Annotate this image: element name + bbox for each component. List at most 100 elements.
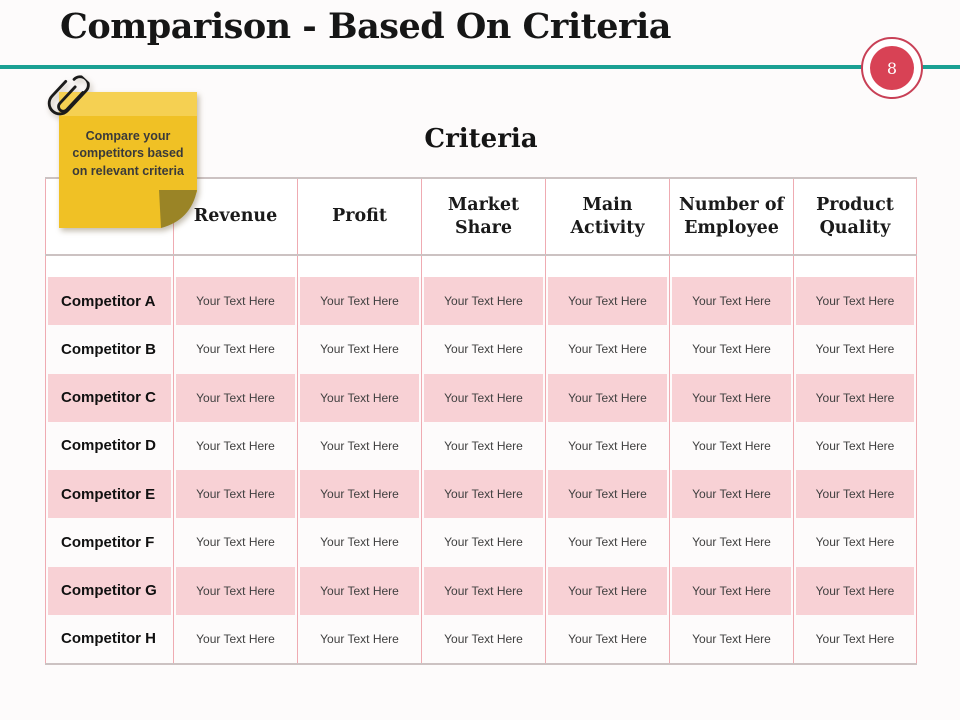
table-cell: Your Text Here (421, 518, 545, 567)
cell-text: Your Text Here (568, 342, 647, 357)
table-cell: Your Text Here (793, 518, 917, 567)
cell-text: Your Text Here (424, 277, 543, 326)
cell-text: Your Text Here (692, 438, 771, 453)
table-cell: Your Text Here (669, 277, 793, 326)
table-cell: Your Text Here (297, 470, 421, 519)
table-cell: Your Text Here (545, 614, 669, 663)
slide-number-badge: 8 (861, 37, 923, 99)
table-cell: Your Text Here (173, 518, 297, 567)
table-cell: Your Text Here (297, 566, 421, 615)
row-label: Competitor A (48, 277, 171, 326)
cell-text: Your Text Here (796, 470, 914, 519)
cell-text: Your Text Here (176, 277, 295, 326)
table-row: Competitor A Your Text Here Your Text Here… (45, 277, 917, 326)
table-cell: Your Text Here (421, 421, 545, 470)
cell-text: Your Text Here (568, 631, 647, 646)
cell-text: Your Text Here (300, 470, 419, 519)
table-cell: Your Text Here (669, 566, 793, 615)
cell-text: Your Text Here (796, 566, 914, 615)
row-label: Competitor E (48, 470, 171, 519)
table-cell: Your Text Here (793, 470, 917, 519)
table-cell: Your Text Here (297, 373, 421, 422)
table-row: Competitor E Your Text Here Your Text Here… (45, 470, 917, 519)
cell-text: Your Text Here (320, 342, 399, 357)
row-label: Competitor G (48, 566, 171, 615)
table-row: Competitor H Your Text Here Your Text Here… (45, 614, 917, 663)
table-row: Competitor G Your Text Here Your Text Here… (45, 566, 917, 615)
table-cell: Your Text Here (297, 421, 421, 470)
spacer-cell (421, 256, 545, 277)
spacer-cell (297, 256, 421, 277)
row-label-cell: Competitor B (45, 325, 173, 374)
table-row: Competitor C Your Text Here Your Text Here… (45, 373, 917, 422)
table-cell: Your Text Here (793, 421, 917, 470)
table-heading: Criteria (424, 124, 538, 154)
cell-text: Your Text Here (548, 566, 667, 615)
table-cell: Your Text Here (173, 421, 297, 470)
sticky-note-text: Compare your competitors based on releva… (72, 129, 184, 178)
cell-text: Your Text Here (815, 535, 895, 550)
table-cell: Your Text Here (297, 325, 421, 374)
cell-text: Your Text Here (320, 438, 399, 453)
table-body: Competitor A Your Text Here Your Text Here… (45, 277, 917, 665)
table-cell: Your Text Here (421, 470, 545, 519)
cell-text: Your Text Here (320, 631, 399, 646)
cell-text: Your Text Here (815, 631, 895, 646)
folded-corner (159, 190, 197, 228)
table-cell: Your Text Here (545, 470, 669, 519)
cell-text: Your Text Here (300, 373, 419, 422)
table-cell: Your Text Here (793, 373, 917, 422)
table-cell: Your Text Here (421, 373, 545, 422)
cell-text: Your Text Here (176, 470, 295, 519)
cell-text: Your Text Here (444, 342, 523, 357)
spacer-cell (45, 256, 173, 277)
table-cell: Your Text Here (173, 566, 297, 615)
cell-text: Your Text Here (672, 277, 791, 326)
cell-text: Your Text Here (692, 631, 771, 646)
cell-text: Your Text Here (692, 342, 771, 357)
cell-text: Your Text Here (444, 535, 523, 550)
table-cell: Your Text Here (173, 614, 297, 663)
table-cell: Your Text Here (297, 614, 421, 663)
cell-text: Your Text Here (424, 566, 543, 615)
paperclip-icon (47, 75, 90, 116)
table-cell: Your Text Here (173, 277, 297, 326)
cell-text: Your Text Here (424, 470, 543, 519)
column-header: Number of Employee (669, 179, 793, 254)
table-cell: Your Text Here (545, 566, 669, 615)
row-label-cell: Competitor H (45, 614, 173, 663)
table-cell: Your Text Here (297, 277, 421, 326)
cell-text: Your Text Here (176, 566, 295, 615)
table-cell: Your Text Here (545, 518, 669, 567)
cell-text: Your Text Here (672, 566, 791, 615)
table-cell: Your Text Here (421, 566, 545, 615)
column-header: Main Activity (545, 179, 669, 254)
comparison-table: Revenue Profit Market Share Main Activity Nu… (45, 177, 917, 665)
sticky-note: Compare your competitors based on releva… (47, 75, 197, 228)
row-label-cell: Competitor A (45, 277, 173, 326)
header-row: Revenue Profit Market Share Main Activity Nu… (45, 177, 917, 256)
row-label-cell: Competitor E (45, 470, 173, 519)
table-cell: Your Text Here (793, 277, 917, 326)
cell-text: Your Text Here (300, 566, 419, 615)
cell-text: Your Text Here (815, 342, 895, 357)
table-cell: Your Text Here (421, 325, 545, 374)
row-label-cell: Competitor F (45, 518, 173, 567)
spacer-cell (173, 256, 297, 277)
table-cell: Your Text Here (669, 614, 793, 663)
accent-divider (0, 65, 960, 69)
cell-text: Your Text Here (176, 373, 295, 422)
sticky-note-body: Compare your competitors based on releva… (59, 92, 197, 228)
table-cell: Your Text Here (669, 373, 793, 422)
cell-text: Your Text Here (320, 535, 399, 550)
row-label-cell: Competitor G (45, 566, 173, 615)
table-row: Competitor D Your Text Here Your Text Here… (45, 421, 917, 470)
cell-text: Your Text Here (444, 631, 523, 646)
table-cell: Your Text Here (297, 518, 421, 567)
table-row: Competitor B Your Text Here Your Text Here… (45, 325, 917, 374)
cell-text: Your Text Here (672, 373, 791, 422)
row-label: Competitor H (61, 630, 156, 648)
table-cell: Your Text Here (669, 518, 793, 567)
cell-text: Your Text Here (568, 438, 647, 453)
table-cell: Your Text Here (669, 325, 793, 374)
